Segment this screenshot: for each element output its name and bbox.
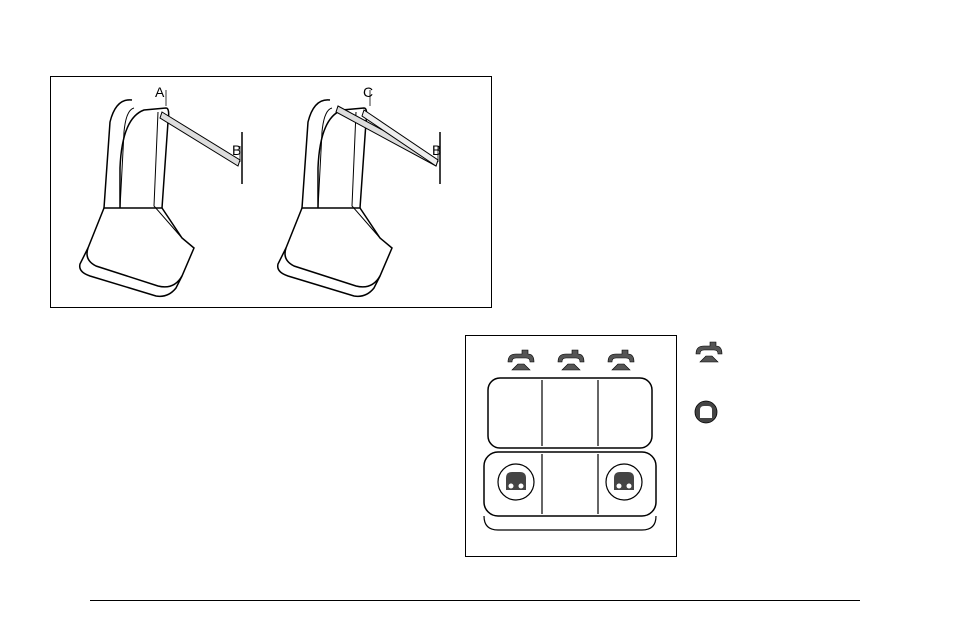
child-seat-right [260, 88, 460, 298]
label-b-right: B [432, 142, 441, 158]
rear-bench-diagram [470, 340, 670, 550]
label-a: A [155, 84, 164, 100]
legend-top-tether-icon [694, 338, 724, 364]
legend-latch-icon [694, 400, 718, 424]
child-seat-left [62, 88, 262, 298]
page: A B C B [0, 0, 954, 636]
label-b-left: B [232, 142, 241, 158]
label-c: C [363, 84, 373, 100]
page-bottom-rule [90, 600, 860, 601]
